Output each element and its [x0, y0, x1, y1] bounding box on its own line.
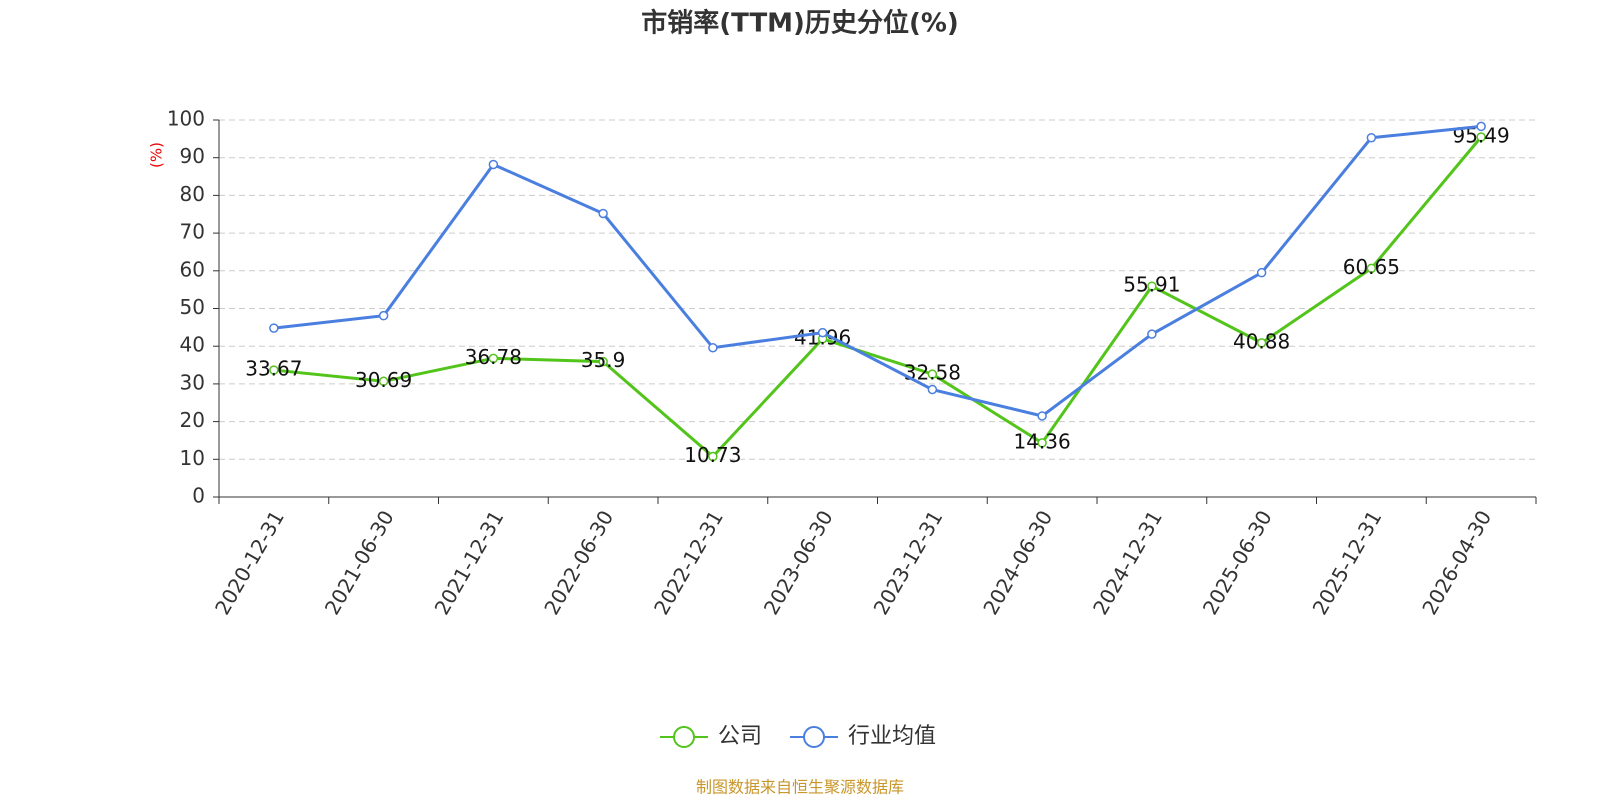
point: [817, 327, 828, 338]
data-label: 40.88: [1233, 329, 1290, 353]
point: [1366, 263, 1377, 274]
data-label: 60.65: [1343, 255, 1400, 279]
x-tick-label: 2025-06-30: [1198, 506, 1277, 619]
x-tick-label: 2023-12-31: [869, 506, 948, 619]
legend-marker: [673, 726, 695, 748]
x-tick-label: 2022-12-31: [649, 506, 728, 619]
x-tick-label: 2020-12-31: [210, 506, 289, 619]
point: [708, 342, 718, 353]
x-tick-label: 2022-06-30: [539, 506, 618, 619]
x-tick-label: 2021-06-30: [320, 506, 399, 619]
point: [1256, 338, 1267, 348]
x-tick-label: 2024-12-31: [1088, 506, 1167, 619]
x-tick-label: 2026-04-30: [1417, 506, 1496, 619]
point: [708, 451, 718, 462]
y-tick-label: 60: [180, 257, 205, 281]
x-tick-label: 2023-06-30: [759, 506, 838, 619]
y-tick-label: 0: [192, 484, 205, 508]
series-line: [273, 124, 1482, 418]
point: [1256, 267, 1267, 278]
point: [1147, 281, 1157, 291]
y-tick-label: 90: [180, 144, 205, 168]
series-line: [273, 136, 1483, 459]
point: [598, 208, 608, 219]
chart-title: 市销率(TTM)历史分位(%): [641, 8, 959, 39]
data-label: 14.36: [1013, 429, 1070, 453]
point: [927, 369, 938, 379]
x-tick-label: 2024-06-30: [978, 506, 1057, 619]
x-tick-label: 2025-12-31: [1308, 506, 1387, 619]
data-label: 32.58: [904, 361, 961, 385]
data-label: 35.9: [581, 348, 626, 372]
point: [269, 365, 279, 375]
data-label: 36.78: [465, 345, 522, 369]
y-tick-label: 20: [180, 408, 205, 432]
point: [1037, 411, 1047, 421]
y-tick-label: 100: [167, 107, 205, 131]
data-label: 30.69: [355, 368, 412, 392]
point: [1366, 132, 1377, 143]
point: [598, 356, 608, 367]
data-label: 33.67: [245, 357, 302, 381]
x-tick-label: 2021-12-31: [430, 506, 509, 619]
point: [488, 353, 499, 364]
point: [488, 159, 499, 170]
source-note: 制图数据来自恒生聚源数据库: [696, 778, 904, 797]
y-tick-label: 80: [180, 182, 205, 206]
point: [1037, 438, 1047, 448]
legend-label: 行业均值: [848, 724, 936, 749]
legend-marker: [803, 726, 826, 748]
point: [269, 323, 279, 333]
y-tick-label: 70: [180, 220, 205, 244]
point: [1147, 329, 1157, 339]
y-tick-label: 50: [180, 295, 205, 319]
point: [378, 376, 389, 387]
point: [927, 384, 938, 395]
point: [1476, 121, 1486, 132]
legend-label: 公司: [718, 724, 762, 749]
data-label: 55.91: [1123, 273, 1180, 297]
point: [1476, 132, 1486, 142]
y-tick-label: 40: [180, 333, 205, 357]
data-label: 10.73: [684, 443, 741, 467]
y-tick-label: 10: [180, 446, 205, 470]
point: [378, 310, 389, 321]
y-axis-label: (%): [148, 142, 166, 168]
y-tick-label: 30: [180, 370, 205, 394]
